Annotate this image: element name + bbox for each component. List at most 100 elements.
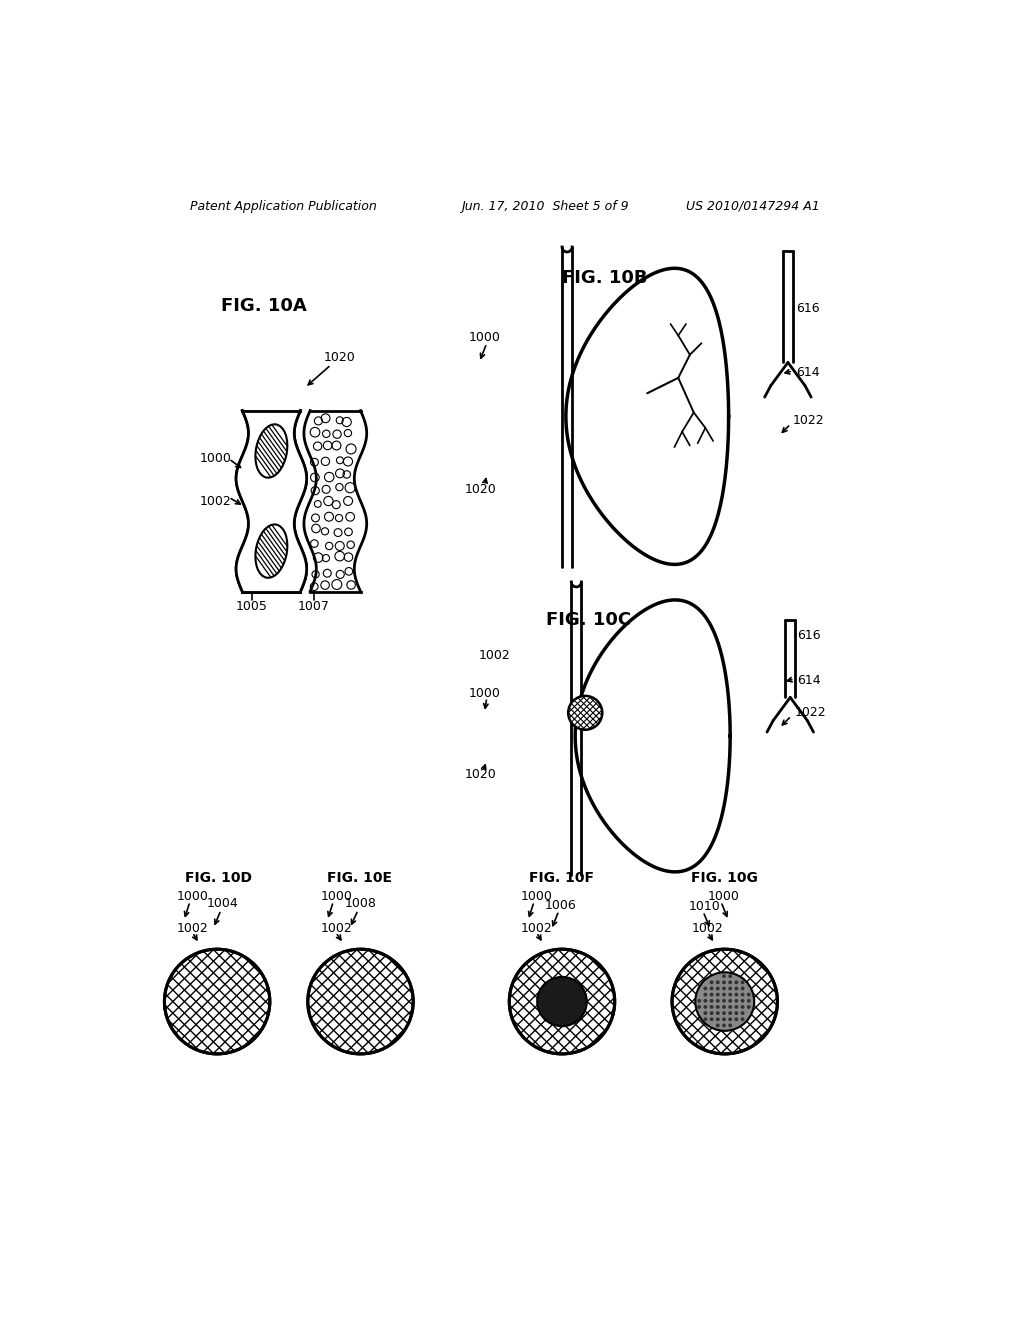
- Circle shape: [710, 1011, 714, 1015]
- Circle shape: [740, 986, 744, 990]
- Circle shape: [710, 1018, 714, 1022]
- Circle shape: [740, 1018, 744, 1022]
- Circle shape: [722, 974, 726, 978]
- Ellipse shape: [255, 424, 288, 478]
- Text: 1000: 1000: [321, 890, 352, 903]
- Circle shape: [703, 1018, 708, 1022]
- Circle shape: [722, 981, 726, 985]
- Circle shape: [672, 949, 777, 1053]
- Circle shape: [697, 999, 701, 1003]
- Text: FIG. 10D: FIG. 10D: [184, 871, 252, 886]
- Text: FIG. 10B: FIG. 10B: [562, 269, 647, 286]
- Text: 616: 616: [798, 630, 821, 643]
- Circle shape: [722, 1005, 726, 1008]
- Circle shape: [710, 986, 714, 990]
- Text: FIG. 10F: FIG. 10F: [528, 871, 594, 886]
- Text: 1020: 1020: [465, 483, 497, 496]
- Circle shape: [716, 993, 720, 997]
- Polygon shape: [237, 411, 306, 591]
- Circle shape: [703, 1005, 708, 1008]
- Text: 616: 616: [796, 302, 819, 315]
- Circle shape: [165, 949, 270, 1053]
- Circle shape: [710, 999, 714, 1003]
- Circle shape: [716, 1018, 720, 1022]
- Text: 1002: 1002: [321, 921, 352, 935]
- Circle shape: [509, 949, 614, 1053]
- Circle shape: [695, 973, 755, 1031]
- Circle shape: [734, 981, 738, 985]
- Circle shape: [568, 696, 602, 730]
- Text: FIG. 10G: FIG. 10G: [691, 871, 759, 886]
- Circle shape: [734, 986, 738, 990]
- Circle shape: [716, 1011, 720, 1015]
- Circle shape: [734, 1011, 738, 1015]
- Circle shape: [740, 1005, 744, 1008]
- Circle shape: [716, 1023, 720, 1027]
- Text: 1000: 1000: [200, 453, 231, 465]
- Text: 1020: 1020: [324, 351, 355, 363]
- Circle shape: [722, 993, 726, 997]
- Circle shape: [746, 999, 751, 1003]
- Text: 1002: 1002: [200, 495, 231, 508]
- Polygon shape: [566, 268, 729, 565]
- Text: 1004: 1004: [207, 898, 239, 911]
- Text: FIG. 10E: FIG. 10E: [328, 871, 392, 886]
- Text: FIG. 10C: FIG. 10C: [547, 611, 632, 630]
- Circle shape: [722, 1023, 726, 1027]
- Circle shape: [722, 1011, 726, 1015]
- Circle shape: [728, 974, 732, 978]
- Text: 614: 614: [796, 366, 819, 379]
- Polygon shape: [304, 411, 367, 591]
- Text: 1002: 1002: [691, 921, 723, 935]
- Text: 1000: 1000: [469, 330, 501, 343]
- Circle shape: [740, 999, 744, 1003]
- Circle shape: [716, 999, 720, 1003]
- Circle shape: [538, 977, 587, 1026]
- Circle shape: [728, 999, 732, 1003]
- Circle shape: [703, 999, 708, 1003]
- Circle shape: [722, 999, 726, 1003]
- Circle shape: [703, 993, 708, 997]
- Text: US 2010/0147294 A1: US 2010/0147294 A1: [686, 199, 820, 213]
- Circle shape: [734, 999, 738, 1003]
- Text: 1022: 1022: [795, 706, 826, 719]
- Circle shape: [740, 981, 744, 985]
- Text: 614: 614: [798, 675, 821, 686]
- Circle shape: [746, 1005, 751, 1008]
- Text: 1008: 1008: [344, 898, 376, 911]
- Text: 1020: 1020: [465, 768, 497, 781]
- Text: 1002: 1002: [177, 921, 209, 935]
- Circle shape: [697, 1005, 701, 1008]
- Text: 1000: 1000: [521, 890, 553, 903]
- Text: 1010: 1010: [689, 900, 721, 913]
- Text: 1005: 1005: [237, 601, 268, 612]
- Circle shape: [734, 1005, 738, 1008]
- Text: Jun. 17, 2010  Sheet 5 of 9: Jun. 17, 2010 Sheet 5 of 9: [461, 199, 629, 213]
- Text: 1022: 1022: [793, 413, 824, 426]
- Text: 1000: 1000: [177, 890, 209, 903]
- Circle shape: [734, 993, 738, 997]
- Circle shape: [703, 1011, 708, 1015]
- Circle shape: [746, 993, 751, 997]
- Circle shape: [308, 949, 414, 1053]
- Circle shape: [722, 1018, 726, 1022]
- Ellipse shape: [255, 524, 288, 578]
- Circle shape: [716, 981, 720, 985]
- Circle shape: [740, 993, 744, 997]
- Circle shape: [740, 1011, 744, 1015]
- Circle shape: [728, 1011, 732, 1015]
- Circle shape: [728, 981, 732, 985]
- Circle shape: [703, 986, 708, 990]
- Circle shape: [716, 1005, 720, 1008]
- Circle shape: [728, 1005, 732, 1008]
- Text: 1007: 1007: [298, 601, 330, 612]
- Circle shape: [710, 993, 714, 997]
- Circle shape: [734, 1018, 738, 1022]
- Circle shape: [728, 986, 732, 990]
- Circle shape: [728, 1018, 732, 1022]
- Text: 1002: 1002: [521, 921, 553, 935]
- Circle shape: [722, 986, 726, 990]
- Circle shape: [710, 1005, 714, 1008]
- Circle shape: [728, 1023, 732, 1027]
- Text: FIG. 10A: FIG. 10A: [221, 297, 306, 315]
